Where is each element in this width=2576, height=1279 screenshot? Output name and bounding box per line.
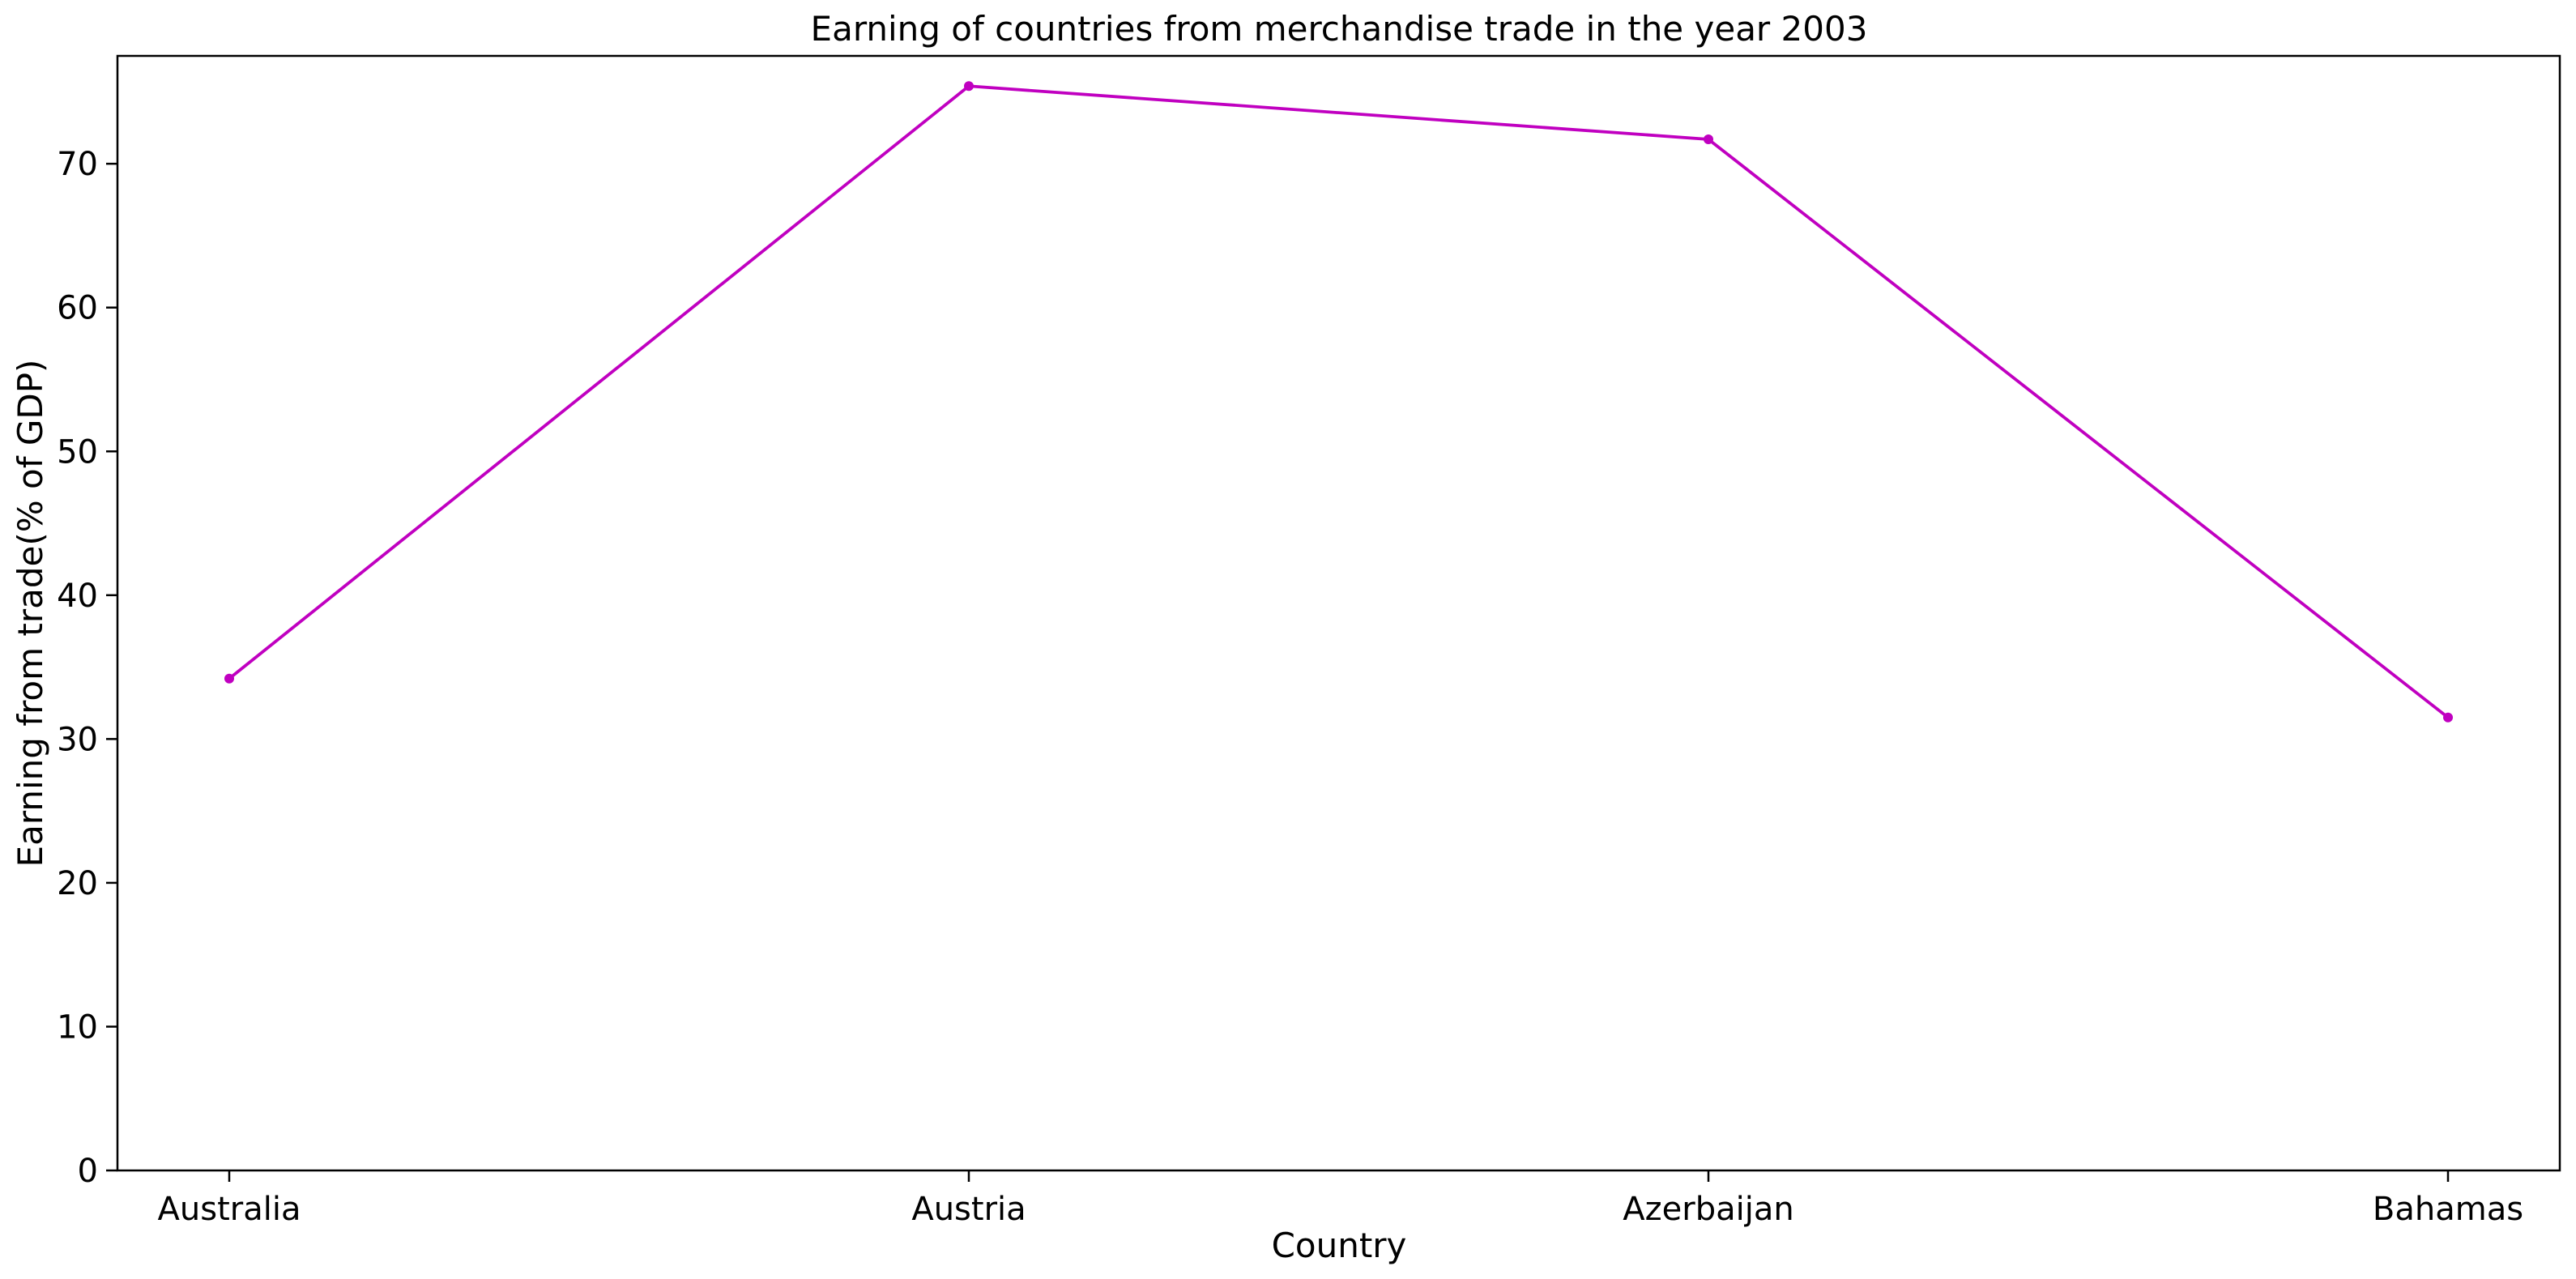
x-tick-label: Azerbaijan (1623, 1191, 1793, 1228)
plot-area-frame (116, 54, 2561, 1172)
y-tick-label: 60 (57, 290, 98, 327)
y-tick-label: 0 (78, 1153, 98, 1190)
x-tick-label: Austria (911, 1191, 1026, 1228)
x-tick-label: Bahamas (2373, 1191, 2523, 1228)
x-tick-label: Australia (158, 1191, 301, 1228)
chart-title: Earning of countries from merchandise tr… (811, 9, 1868, 49)
x-axis: Australia Austria Azerbaijan Bahamas (158, 1170, 2523, 1228)
y-tick-label: 20 (57, 865, 98, 902)
data-point (964, 81, 974, 92)
y-axis-label: Earning from trade(% of GDP) (11, 360, 50, 868)
y-tick-label: 50 (57, 433, 98, 471)
y-tick-label: 10 (57, 1008, 98, 1046)
data-point (2443, 712, 2453, 723)
data-point (1704, 134, 1713, 144)
series-layer (224, 81, 2453, 723)
y-tick-label: 40 (57, 578, 98, 615)
y-tick-label: 70 (57, 146, 98, 183)
data-point (224, 673, 234, 684)
y-tick-label: 30 (57, 721, 98, 758)
x-axis-label: Country (1272, 1226, 1407, 1265)
y-axis: 0 10 20 30 40 50 60 70 (57, 146, 117, 1190)
series-line (228, 84, 2450, 719)
